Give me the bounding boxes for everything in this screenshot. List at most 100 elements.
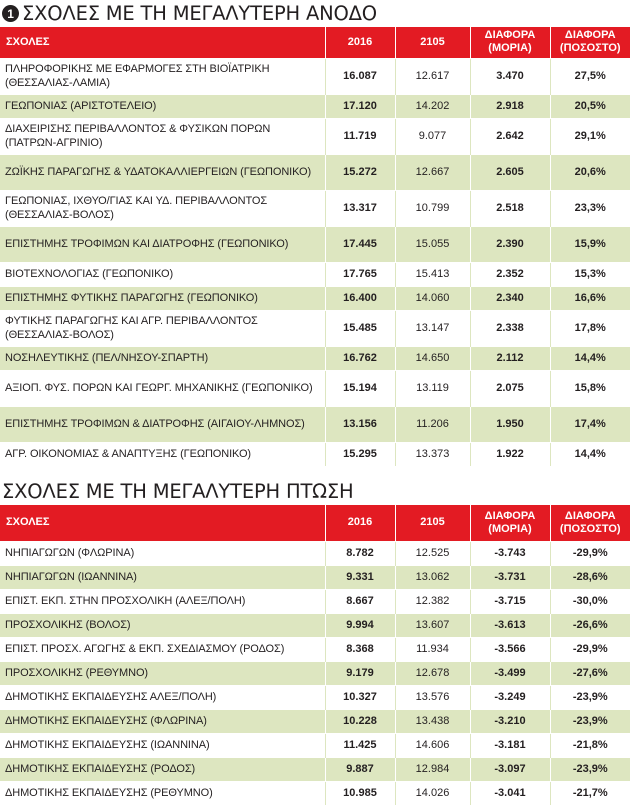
diff-pct-cell: 14,4% (549, 345, 630, 370)
score-2016-cell: 17.120 (324, 93, 395, 118)
diff-pct-cell: -21,8% (549, 732, 630, 757)
col-header-diff-pct: ΔΙΑΦΟΡΑ (ΠΟΣΟΣΤΟ) (549, 505, 630, 541)
diff-pct-cell: 15,3% (549, 261, 630, 286)
score-2105-cell: 13.373 (394, 441, 470, 466)
col-header-2105: 2105 (394, 505, 470, 541)
table-row: ΔΗΜΟΤΙΚΗΣ ΕΚΠΑΙΔΕΥΣΗΣ (ΙΩΑΝΝΙΝΑ) 11.425 14… (0, 732, 630, 757)
table-row: ΕΠΙΣΤΗΜΗΣ ΤΡΟΦΙΜΩΝ & ΔΙΑΤΡΟΦΗΣ (ΑΙΓΑΙΟΥ-… (0, 405, 630, 442)
school-name-cell: ΕΠΙΣΤΗΜΗΣ ΤΡΟΦΙΜΩΝ & ΔΙΑΤΡΟΦΗΣ (ΑΙΓΑΙΟΥ-… (0, 405, 325, 442)
score-2016-cell: 8.782 (324, 540, 395, 565)
score-2105-cell: 14.606 (394, 732, 470, 757)
school-name-cell: ΔΗΜΟΤΙΚΗΣ ΕΚΠΑΙΔΕΥΣΗΣ (ΡΟΔΟΣ) (0, 756, 325, 781)
diff-pct-cell: 23,3% (549, 189, 630, 226)
school-name-cell: ΕΠΙΣΤΗΜΗΣ ΦΥΤΙΚΗΣ ΠΑΡΑΓΩΓΗΣ (ΓΕΩΠΟΝΙΚΟ) (0, 285, 325, 310)
school-name-cell: ΔΙΑΧΕΙΡΙΣΗΣ ΠΕΡΙΒΑΛΛΟΝΤΟΣ & ΦΥΣΙΚΩΝ ΠΟΡΩ… (0, 117, 325, 154)
score-2105-cell: 14.202 (394, 93, 470, 118)
table-row: ΓΕΩΠΟΝΙΑΣ (ΑΡΙΣΤΟΤΕΛΕΙΟ) 17.120 14.202 2.91… (0, 93, 630, 118)
score-2016-cell: 17.445 (324, 225, 395, 262)
score-2105-cell: 12.617 (394, 57, 470, 94)
score-2016-cell: 16.087 (324, 57, 395, 94)
diff-points-cell: -3.731 (469, 564, 550, 589)
diff-points-cell: 2.390 (469, 225, 550, 262)
score-2105-cell: 12.678 (394, 660, 470, 685)
score-2105-cell: 15.055 (394, 225, 470, 262)
table-row: ΖΩΪΚΗΣ ΠΑΡΑΓΩΓΗΣ & ΥΔΑΤΟΚΑΛΛΙΕΡΓΕΙΩΝ (ΓΕ… (0, 153, 630, 190)
table-row: ΠΛΗΡΟΦΟΡΙΚΗΣ ΜΕ ΕΦΑΡΜΟΓΕΣ ΣΤΗ ΒΙΟΪΑΤΡΙΚΗ… (0, 57, 630, 94)
table-row: ΓΕΩΠΟΝΙΑΣ, ΙΧΘΥΟ/ΓΙΑΣ ΚΑΙ ΥΔ. ΠΕΡΙΒΑΛΛΟΝ… (0, 189, 630, 226)
diff-points-cell: 2.642 (469, 117, 550, 154)
diff-pct-cell: -26,6% (549, 612, 630, 637)
table-row: ΒΙΟΤΕΧΝΟΛΟΓΙΑΣ (ΓΕΩΠΟΝΙΚΟ) 17.765 15.413 2.… (0, 261, 630, 286)
diff-pct-cell: -28,6% (549, 564, 630, 589)
score-2105-cell: 13.147 (394, 309, 470, 346)
table-row: ΕΠΙΣΤΗΜΗΣ ΦΥΤΙΚΗΣ ΠΑΡΑΓΩΓΗΣ (ΓΕΩΠΟΝΙΚΟ) 1… (0, 285, 630, 310)
diff-points-cell: -3.499 (469, 660, 550, 685)
table-row: ΕΠΙΣΤ. ΕΚΠ. ΣΤΗΝ ΠΡΟΣΧΟΛΙΚΗ (ΑΛΕΞ/ΠΟΛΗ) 8… (0, 588, 630, 613)
diff-pct-cell: -27,6% (549, 660, 630, 685)
diff-pct-cell: -23,9% (549, 756, 630, 781)
diff-pct-cell: 29,1% (549, 117, 630, 154)
diff-points-cell: -3.715 (469, 588, 550, 613)
diff-pct-cell: 15,8% (549, 369, 630, 406)
col-header-2105: 2105 (394, 27, 470, 58)
diff-pct-cell: -30,0% (549, 588, 630, 613)
score-2105-cell: 9.077 (394, 117, 470, 154)
score-2016-cell: 13.317 (324, 189, 395, 226)
diff-points-cell: 2.340 (469, 285, 550, 310)
score-2105-cell: 13.438 (394, 708, 470, 733)
score-2016-cell: 15.272 (324, 153, 395, 190)
diff-points-cell: -3.743 (469, 540, 550, 565)
diff-pct-cell: -21,7% (549, 780, 630, 805)
score-2105-cell: 13.576 (394, 684, 470, 709)
diff-points-cell: 2.338 (469, 309, 550, 346)
diff-pct-cell: -29,9% (549, 636, 630, 661)
table-row: ΔΗΜΟΤΙΚΗΣ ΕΚΠΑΙΔΕΥΣΗΣ ΑΛΕΞ/ΠΟΛΗ) 10.327 13… (0, 684, 630, 709)
score-2105-cell: 12.667 (394, 153, 470, 190)
score-2016-cell: 15.485 (324, 309, 395, 346)
diff-points-cell: -3.613 (469, 612, 550, 637)
rise-title: ΣΧΟΛΕΣ ΜΕ ΤΗ ΜΕΓΑΛΥΤΕΡΗ ΑΝΟΔΟ (22, 2, 377, 25)
diff-points-cell: 1.922 (469, 441, 550, 466)
col-header-diff-pct: ΔΙΑΦΟΡΑ (ΠΟΣΟΣΤΟ) (549, 27, 630, 58)
diff-points-cell: -3.249 (469, 684, 550, 709)
diff-pct-cell: 27,5% (549, 57, 630, 94)
score-2105-cell: 14.026 (394, 780, 470, 805)
table-header-row: ΣΧΟΛΕΣ 2016 2105 ΔΙΑΦΟΡΑ (ΜΟΡΙΑ) ΔΙΑΦΟΡΑ… (0, 505, 630, 541)
school-name-cell: ΠΡΟΣΧΟΛΙΚΗΣ (ΡΕΘΥΜΝΟ) (0, 660, 325, 685)
diff-pct-cell: 15,9% (549, 225, 630, 262)
diff-points-cell: 2.918 (469, 93, 550, 118)
school-name-cell: ΕΠΙΣΤ. ΠΡΟΣΧ. ΑΓΩΓΗΣ & ΕΚΠ. ΣΧΕΔΙΑΣΜΟΥ (… (0, 636, 325, 661)
school-name-cell: ΖΩΪΚΗΣ ΠΑΡΑΓΩΓΗΣ & ΥΔΑΤΟΚΑΛΛΙΕΡΓΕΙΩΝ (ΓΕ… (0, 153, 325, 190)
school-name-cell: ΑΞΙΟΠ. ΦΥΣ. ΠΟΡΩΝ ΚΑΙ ΓΕΩΡΓ. ΜΗΧΑΝΙΚΗΣ (… (0, 369, 325, 406)
score-2016-cell: 9.179 (324, 660, 395, 685)
school-name-cell: ΕΠΙΣΤΗΜΗΣ ΤΡΟΦΙΜΩΝ ΚΑΙ ΔΙΑΤΡΟΦΗΣ (ΓΕΩΠΟΝ… (0, 225, 325, 262)
school-name-cell: ΑΓΡ. ΟΙΚΟΝΟΜΙΑΣ & ΑΝΑΠΤΥΞΗΣ (ΓΕΩΠΟΝΙΚΟ) (0, 441, 325, 466)
diff-points-cell: 2.518 (469, 189, 550, 226)
table-row: ΝΟΣΗΛΕΥΤΙΚΗΣ (ΠΕΛ/ΝΗΣΟΥ-ΣΠΑΡΤΗ) 16.762 14.… (0, 345, 630, 370)
col-header-schools: ΣΧΟΛΕΣ (6, 516, 50, 529)
score-2105-cell: 13.062 (394, 564, 470, 589)
score-2016-cell: 8.368 (324, 636, 395, 661)
rise-table: ΣΧΟΛΕΣ 2016 2105 ΔΙΑΦΟΡΑ (ΜΟΡΙΑ) ΔΙΑΦΟΡΑ… (0, 27, 630, 466)
diff-points-cell: 2.075 (469, 369, 550, 406)
diff-pct-cell: 20,5% (549, 93, 630, 118)
table-row: ΠΡΟΣΧΟΛΙΚΗΣ (ΒΟΛΟΣ) 9.994 13.607 -3.613 -26,… (0, 612, 630, 637)
table-row: ΔΗΜΟΤΙΚΗΣ ΕΚΠΑΙΔΕΥΣΗΣ (ΡΕΘΥΜΝΟ) 10.985 14.… (0, 780, 630, 805)
score-2105-cell: 13.119 (394, 369, 470, 406)
table-header-row: ΣΧΟΛΕΣ 2016 2105 ΔΙΑΦΟΡΑ (ΜΟΡΙΑ) ΔΙΑΦΟΡΑ… (0, 27, 630, 58)
school-name-cell: ΔΗΜΟΤΙΚΗΣ ΕΚΠΑΙΔΕΥΣΗΣ (ΡΕΘΥΜΝΟ) (0, 780, 325, 805)
school-name-cell: ΝΗΠΙΑΓΩΓΩΝ (ΦΛΩΡΙΝΑ) (0, 540, 325, 565)
school-name-cell: ΔΗΜΟΤΙΚΗΣ ΕΚΠΑΙΔΕΥΣΗΣ (ΦΛΩΡΙΝΑ) (0, 708, 325, 733)
school-name-cell: ΠΡΟΣΧΟΛΙΚΗΣ (ΒΟΛΟΣ) (0, 612, 325, 637)
score-2016-cell: 10.327 (324, 684, 395, 709)
diff-pct-cell: -23,9% (549, 708, 630, 733)
diff-pct-cell: -29,9% (549, 540, 630, 565)
table-row: ΔΗΜΟΤΙΚΗΣ ΕΚΠΑΙΔΕΥΣΗΣ (ΦΛΩΡΙΝΑ) 10.228 13.… (0, 708, 630, 733)
score-2016-cell: 8.667 (324, 588, 395, 613)
score-2016-cell: 17.765 (324, 261, 395, 286)
diff-points-cell: -3.181 (469, 732, 550, 757)
score-2105-cell: 15.413 (394, 261, 470, 286)
diff-points-cell: 2.605 (469, 153, 550, 190)
school-name-cell: ΠΛΗΡΟΦΟΡΙΚΗΣ ΜΕ ΕΦΑΡΜΟΓΕΣ ΣΤΗ ΒΙΟΪΑΤΡΙΚΗ… (0, 57, 325, 94)
diff-pct-cell: 14,4% (549, 441, 630, 466)
